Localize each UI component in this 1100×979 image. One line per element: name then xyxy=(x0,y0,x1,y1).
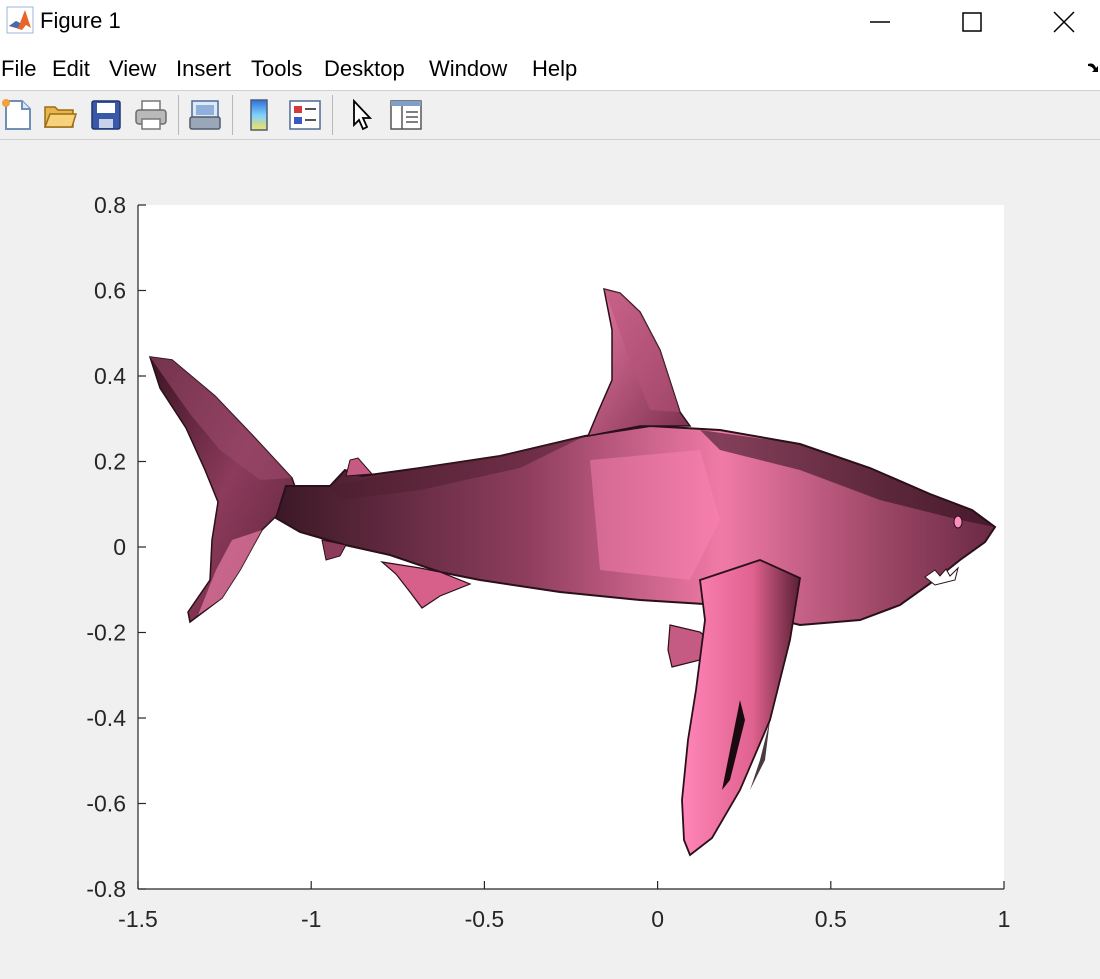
x-tick-label: 0 xyxy=(651,906,664,932)
y-tick-label: 0 xyxy=(113,534,126,560)
menu-bar: File Edit View Insert Tools Desktop Wind… xyxy=(0,44,1100,91)
axis-ticks: -1.5 -1 -0.5 0 0.5 1 0.8 0.6 0.4 0.2 0 -0.2 -0.4 -0.6… xyxy=(86,192,1010,932)
x-tick-label: 1 xyxy=(998,906,1011,932)
dock-arrow-icon[interactable] xyxy=(1086,60,1100,74)
title-bar: Figure 1 xyxy=(0,0,1100,44)
shark-fin-shadow xyxy=(722,700,745,790)
maximize-icon xyxy=(962,12,982,32)
y-tick-label: -0.4 xyxy=(86,705,126,731)
save-figure-icon[interactable] xyxy=(88,97,124,133)
shark-tail-facet xyxy=(150,357,292,480)
shark-dorsal-facet xyxy=(604,289,680,412)
insert-colorbar-icon[interactable] xyxy=(241,97,277,133)
menu-window[interactable]: Window xyxy=(429,56,508,81)
y-tick-label: -0.6 xyxy=(86,791,126,817)
edit-plot-pointer-icon[interactable] xyxy=(343,97,379,133)
shark-second-dorsal-fin xyxy=(345,457,374,477)
shark-back-shadow xyxy=(700,430,995,527)
menu-desktop[interactable]: Desktop xyxy=(324,56,405,81)
x-tick-label: -0.5 xyxy=(465,906,505,932)
shark-anal-fin xyxy=(321,539,347,561)
menu-insert[interactable]: Insert xyxy=(176,56,232,81)
menu-help[interactable]: Help xyxy=(532,56,578,81)
shark-teeth xyxy=(924,566,959,586)
print-figure-icon[interactable] xyxy=(133,97,169,133)
y-tick-label: -0.8 xyxy=(86,876,126,902)
shark-pelvic-fin xyxy=(380,561,472,609)
window-title: Figure 1 xyxy=(40,8,121,33)
y-tick-label: -0.2 xyxy=(86,620,126,646)
toolbar-separator xyxy=(232,95,233,135)
close-icon xyxy=(1053,11,1075,33)
open-property-inspector-icon[interactable] xyxy=(388,97,424,133)
x-tick-label: -1 xyxy=(301,906,321,932)
link-plot-icon[interactable] xyxy=(187,97,223,133)
figure-toolbar xyxy=(0,91,1100,140)
maximize-button[interactable] xyxy=(926,0,1018,44)
menu-tools[interactable]: Tools xyxy=(251,56,303,81)
shark-tail-facet xyxy=(198,530,262,615)
minimize-button[interactable] xyxy=(834,0,926,44)
x-tick-label: 0.5 xyxy=(815,906,847,932)
insert-legend-icon[interactable] xyxy=(287,97,323,133)
menu-view[interactable]: View xyxy=(109,56,157,81)
shark-surface[interactable] xyxy=(148,287,997,857)
toolbar-separator xyxy=(178,95,179,135)
toolbar-separator xyxy=(332,95,333,135)
axes[interactable]: -1.5 -1 -0.5 0 0.5 1 0.8 0.6 0.4 0.2 0 -0.2 -0.4 -0.6… xyxy=(0,140,1100,974)
x-tick-label: -1.5 xyxy=(118,906,158,932)
shark-eye xyxy=(953,515,963,529)
shark-back-shadow xyxy=(330,436,585,500)
new-figure-icon[interactable] xyxy=(0,97,36,133)
menu-file[interactable]: File xyxy=(1,56,37,81)
minimize-icon xyxy=(870,21,890,23)
matlab-logo-icon xyxy=(6,6,34,34)
y-tick-label: 0.8 xyxy=(94,192,126,218)
close-button[interactable] xyxy=(1018,0,1100,44)
figure-canvas: -1.5 -1 -0.5 0 0.5 1 0.8 0.6 0.4 0.2 0 -0.2 -0.4 -0.6… xyxy=(0,140,1100,974)
shark-body-highlight xyxy=(590,450,720,580)
y-tick-label: 0.4 xyxy=(94,363,126,389)
y-tick-label: 0.6 xyxy=(94,278,126,304)
open-file-icon[interactable] xyxy=(42,97,78,133)
menu-edit[interactable]: Edit xyxy=(52,56,90,81)
y-tick-label: 0.2 xyxy=(94,449,126,475)
